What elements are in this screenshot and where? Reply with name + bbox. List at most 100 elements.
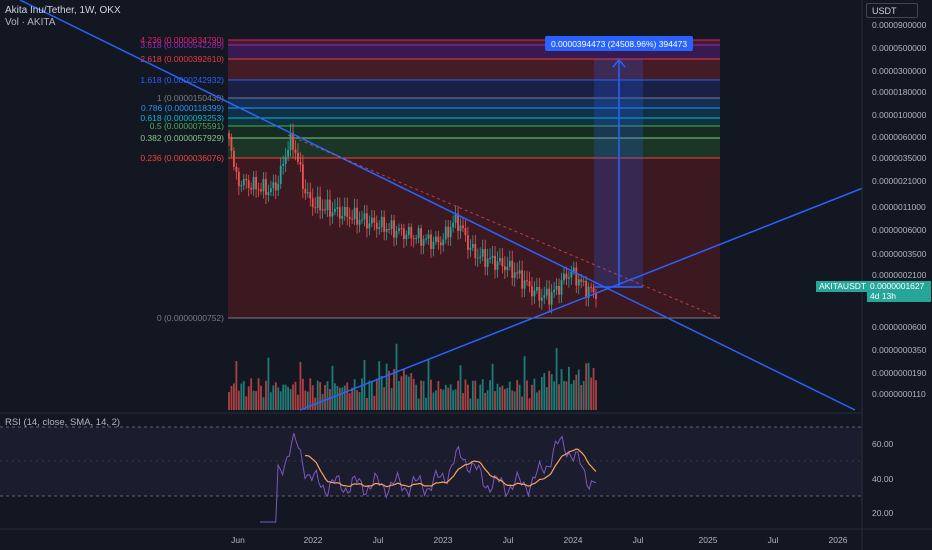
measure-arrow-head (612, 58, 626, 68)
volume-bar (375, 378, 378, 410)
time-tick-label: Jul (373, 535, 384, 545)
time-tick-label: Jul (633, 535, 644, 545)
price-tick-label: 0.0000060000 (872, 132, 927, 142)
last-price: 0.0000001627 (870, 281, 925, 291)
time-tick-label: 2025 (699, 535, 718, 545)
candle-body (526, 280, 528, 282)
candle-body (585, 280, 588, 298)
volume-bar (570, 384, 573, 410)
trendlines[interactable] (19, 0, 869, 411)
candle-body (235, 166, 238, 172)
volume-bar (582, 381, 585, 410)
volume-bar (425, 397, 427, 410)
price-tick-label: 0.0000003500 (872, 249, 927, 259)
candle-body (425, 238, 427, 240)
volume-bar (294, 381, 297, 410)
candle-body (407, 226, 410, 235)
bar-countdown: 4d 13h (870, 291, 896, 301)
candle-body (402, 228, 405, 240)
volume-bar (449, 384, 452, 410)
volume-bar (321, 394, 324, 410)
candle-body (373, 217, 376, 223)
volume-bar (565, 381, 568, 410)
volume-bar (252, 390, 255, 410)
candle-body (294, 149, 297, 153)
candle-body (247, 180, 250, 188)
volume-bar (577, 369, 580, 410)
candle-body (471, 244, 474, 248)
volume-bar (447, 387, 450, 410)
volume-bar (301, 378, 304, 410)
candle-body (548, 288, 551, 305)
time-tick-label: Jun (231, 535, 245, 545)
volume-bar (380, 375, 383, 410)
volume-bar (233, 383, 235, 410)
rsi-pane (0, 412, 862, 523)
volume-bar (255, 391, 257, 410)
fib-zone (228, 59, 720, 80)
fib-zone (228, 80, 720, 98)
candle-body (444, 226, 447, 240)
candle-body (582, 280, 585, 282)
volume-bar (257, 378, 260, 410)
volume-bar (454, 389, 457, 410)
candle-body (560, 280, 563, 295)
candle-body (383, 216, 386, 232)
fib-level-label: 0.5 (0.0000075591) (150, 121, 224, 131)
fib-level-label: 0.786 (0.0000118399) (141, 103, 224, 113)
candle-body (449, 227, 452, 238)
volume-bar (348, 393, 351, 410)
candle-body (447, 226, 450, 238)
candle-body (314, 207, 317, 209)
candle-body (260, 189, 262, 192)
volume-bar (373, 395, 376, 410)
candle-body (240, 185, 243, 187)
candle-body (343, 207, 346, 216)
volume-bar (417, 398, 420, 410)
candle-body (366, 213, 368, 229)
volume-bar (282, 384, 285, 410)
price-tick-label: 0.0000180000 (872, 87, 927, 97)
volume-bar (499, 387, 501, 410)
last-price-label: AKITAUSDT 0.0000001627 4d 13h (816, 281, 932, 302)
candle-body (353, 207, 356, 220)
candle-body (252, 176, 255, 190)
volume-bar (521, 396, 524, 410)
candle-body (282, 163, 285, 166)
volume-bar (444, 384, 447, 410)
candle-body (439, 242, 442, 246)
price-tag: 0.0000001627 4d 13h (867, 281, 931, 302)
volume-bar (506, 388, 509, 410)
candle-body (324, 209, 326, 211)
candle-body (577, 279, 580, 286)
volume-bar (430, 379, 432, 410)
volume-bar (230, 385, 233, 410)
candle-body (301, 164, 304, 189)
candle-body (563, 273, 565, 281)
volume-bar (467, 384, 469, 410)
candle-body (590, 286, 592, 288)
candle-body (528, 281, 531, 287)
candle-body (284, 156, 287, 164)
candle-body (486, 258, 489, 267)
volume-bar (395, 343, 398, 410)
symbol-tag: AKITAUSDT (816, 281, 870, 292)
volume-bar (242, 381, 245, 410)
volume-bar (370, 381, 373, 410)
price-range-measure[interactable]: 0.0000394473 (24508.96%) 394473 (545, 36, 693, 288)
candle-body (543, 295, 546, 298)
volume-bar (580, 384, 583, 410)
currency-button[interactable]: USDT (866, 3, 918, 18)
candle-body (289, 132, 292, 150)
volume-bar (358, 392, 361, 410)
volume-bar (343, 385, 346, 410)
volume-bar (457, 380, 459, 410)
fib-level-label: 1 (0.0000150430) (157, 93, 224, 103)
volume-bar (299, 361, 302, 410)
time-tick-label: 2024 (564, 535, 583, 545)
candle-body (595, 292, 597, 300)
rsi-band (0, 427, 862, 496)
volume-bar (489, 380, 491, 410)
